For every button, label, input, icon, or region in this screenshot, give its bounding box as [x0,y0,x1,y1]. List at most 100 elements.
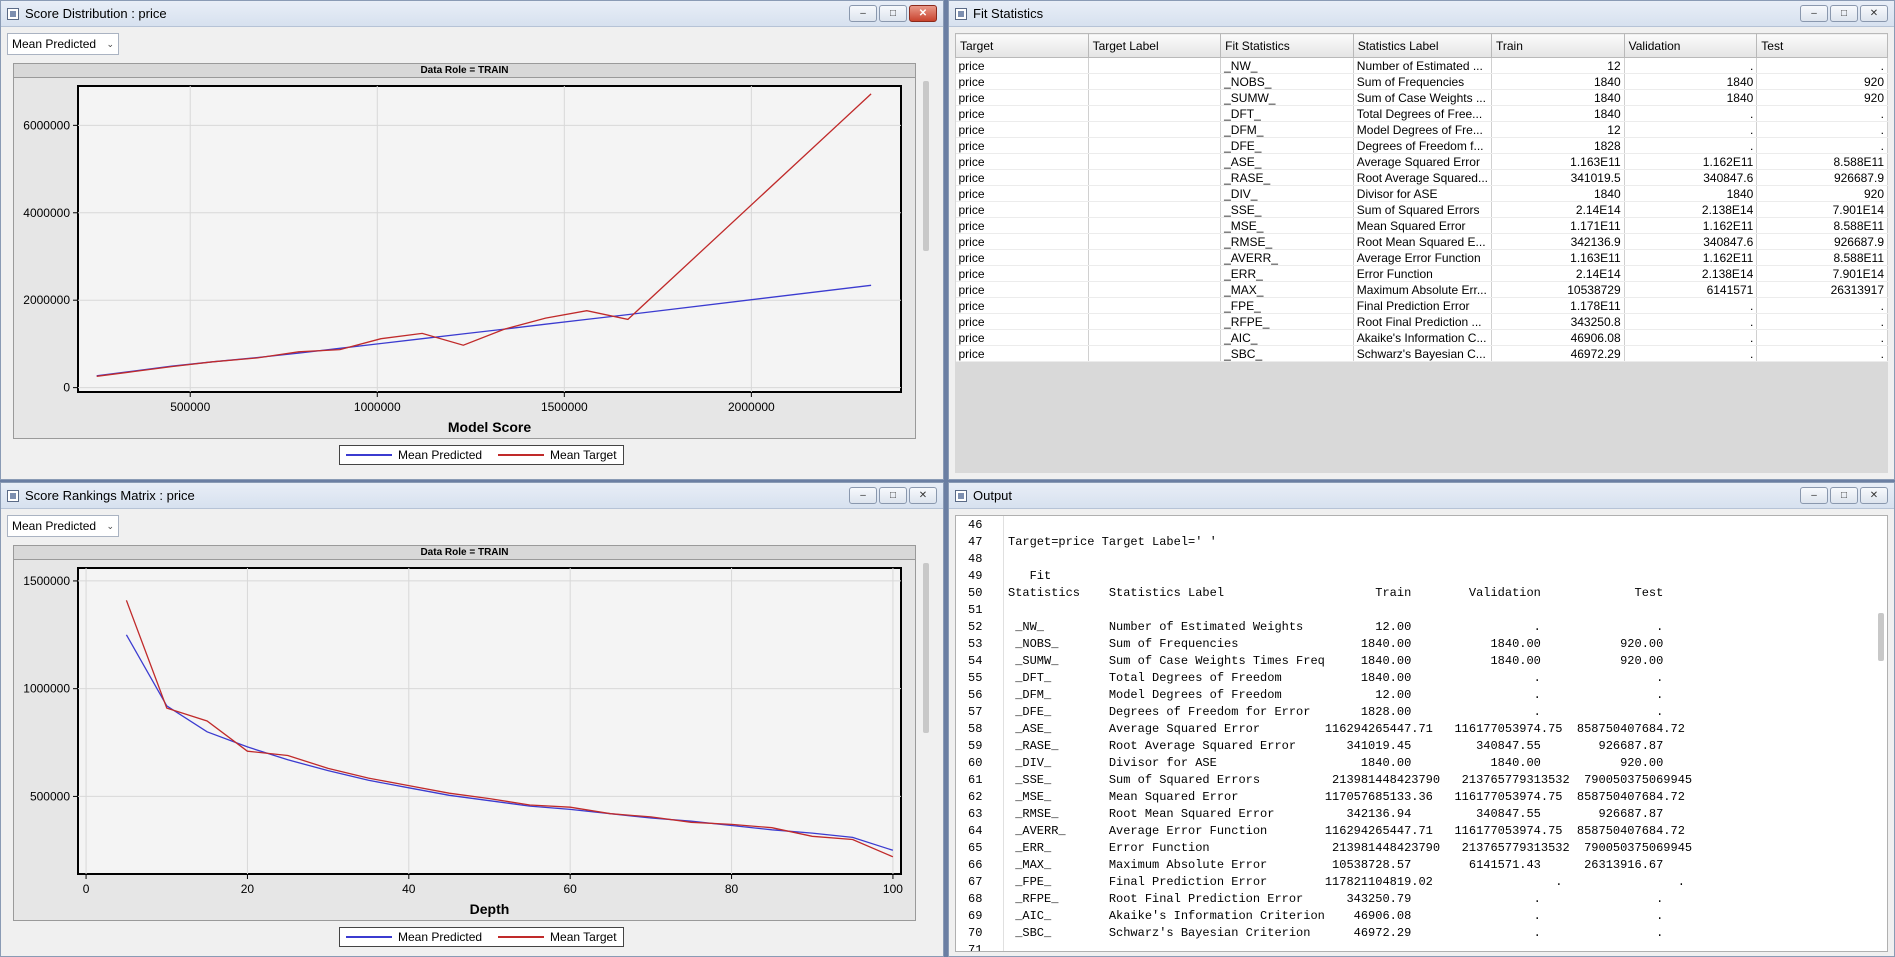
y-tick-label: 4000000 [23,206,70,220]
table-row[interactable]: price _SUMW_ Sum of Case Weights ... 1840 18… [955,89,1888,106]
table-row[interactable]: price _DIV_ Divisor for ASE 1840 1840 920 [955,185,1888,202]
column-header[interactable]: Fit Statistics [1220,33,1354,58]
column-header[interactable]: Target [955,33,1089,58]
table-cell: Root Mean Squared E... [1353,233,1492,250]
table-row[interactable]: price _RMSE_ Root Mean Squared E... 342136.… [955,233,1888,250]
table-cell: Degrees of Freedom f... [1353,137,1492,154]
x-tick-label: 1000000 [354,400,401,414]
table-cell: . [1756,137,1888,154]
table-row[interactable]: price _DFE_ Degrees of Freedom f... 1828.. [955,137,1888,154]
table-row[interactable]: price _SBC_ Schwarz's Bayesian C... 46972.2… [955,345,1888,362]
maximize-button[interactable]: □ [879,5,907,22]
table-cell: 1.171E11 [1491,217,1625,234]
table-row[interactable]: price _DFT_ Total Degrees of Free... 1840.. [955,105,1888,122]
table-cell [1088,137,1222,154]
column-header[interactable]: Target Label [1087,33,1222,58]
table-row[interactable]: price _ASE_ Average Squared Error 1.163E11 1… [955,153,1888,170]
table-cell: _RMSE_ [1220,233,1354,250]
score-rankings-window: Score Rankings Matrix : price – □ ✕ Mean… [0,482,944,957]
x-tick-label: 0 [83,882,90,896]
line-text: _MSE_ Mean Squared Error 117057685133.36… [1008,790,1685,804]
score-rankings-titlebar[interactable]: Score Rankings Matrix : price – □ ✕ [1,483,943,509]
table-cell: 1.163E11 [1491,249,1625,266]
line-text: _RASE_ Root Average Squared Error 341019… [1008,739,1664,753]
close-button[interactable]: ✕ [909,5,937,22]
y-tick-label: 2000000 [23,293,70,307]
table-cell: 926687.9 [1756,233,1888,250]
statistic-dropdown[interactable]: Mean Predicted ⌄ [7,33,119,55]
column-header[interactable]: Validation [1623,33,1758,58]
line-text: _SSE_ Sum of Squared Errors 213981448423… [1008,773,1693,787]
x-axis-label: Depth [470,901,510,917]
table-cell [1088,57,1222,74]
close-button[interactable]: ✕ [1860,487,1888,504]
table-row[interactable]: price _FPE_ Final Prediction Error 1.178E11… [955,297,1888,314]
table-cell: 1840 [1491,185,1625,202]
statistic-dropdown[interactable]: Mean Predicted ⌄ [7,515,119,537]
fit-statistics-grid[interactable]: Target Target Label Fit Statistics Statisti… [955,33,1888,473]
close-button[interactable]: ✕ [909,487,937,504]
series-line-mean-target [125,600,894,858]
minimize-button[interactable]: – [849,487,877,504]
table-cell: price [955,57,1089,74]
y-tick-label: 0 [63,381,70,395]
line-number: 58 [968,722,983,736]
table-cell: 920 [1756,185,1888,202]
score-distribution-titlebar[interactable]: Score Distribution : price – □ ✕ [1,1,943,27]
line-number: 63 [968,807,983,821]
maximize-button[interactable]: □ [1830,5,1858,22]
vertical-scrollbar[interactable] [923,81,929,251]
maximize-button[interactable]: □ [1830,487,1858,504]
table-row[interactable]: price _NW_ Number of Estimated ... 12.. [955,57,1888,74]
line-number: 55 [968,671,983,685]
close-button[interactable]: ✕ [1860,5,1888,22]
table-row[interactable]: price _AVERR_ Average Error Function 1.163E… [955,249,1888,266]
chart-legend: Mean Predicted Mean Target [339,445,624,465]
column-header[interactable]: Test [1756,33,1888,58]
y-tick-label: 6000000 [23,118,70,132]
minimize-button[interactable]: – [1800,5,1828,22]
table-cell: _DFM_ [1220,121,1354,138]
minimize-button[interactable]: – [1800,487,1828,504]
table-row[interactable]: price _RASE_ Root Average Squared... 341019… [955,169,1888,186]
table-row[interactable]: price _AIC_ Akaike's Information C... 46906… [955,329,1888,346]
table-cell: _DIV_ [1220,185,1354,202]
maximize-button[interactable]: □ [879,487,907,504]
vertical-scrollbar[interactable] [923,563,929,733]
line-number: 52 [968,620,983,634]
table-cell: . [1756,105,1888,122]
legend-item-mean-target: Mean Target [498,448,617,462]
output-text-area[interactable]: 46 47 Target=price Target Label=' ' 48 49 Fi… [955,515,1888,952]
line-number: 51 [968,603,983,617]
table-cell: Root Average Squared... [1353,169,1492,186]
plot-frame: Data Role = TRAIN 0 20 40 60 80 100 500000 1000… [13,545,916,921]
dropdown-value: Mean Predicted [12,37,97,51]
table-row[interactable]: price _NOBS_ Sum of Frequencies 1840 1840 920 [955,73,1888,90]
table-cell: Root Final Prediction ... [1353,313,1492,330]
table-row[interactable]: price _RFPE_ Root Final Prediction ... 3432… [955,313,1888,330]
minimize-button[interactable]: – [849,5,877,22]
line-number: 54 [968,654,983,668]
table-cell: 1840 [1624,89,1758,106]
column-header[interactable]: Train [1490,33,1625,58]
table-row[interactable]: price _SSE_ Sum of Squared Errors 2.14E14 2.… [955,201,1888,218]
column-header[interactable]: Statistics Label [1352,33,1492,58]
table-cell: _DFT_ [1220,105,1354,122]
table-cell: Average Squared Error [1353,153,1492,170]
fit-statistics-titlebar[interactable]: Fit Statistics – □ ✕ [949,1,1894,27]
table-cell: . [1624,137,1758,154]
line-number: 70 [968,926,983,940]
table-row[interactable]: price _MSE_ Mean Squared Error 1.171E11 1.16… [955,217,1888,234]
vertical-scrollbar[interactable] [1878,613,1884,661]
output-titlebar[interactable]: Output – □ ✕ [949,483,1894,509]
plot-frame: Data Role = TRAIN 500000 1000000 1500000 20… [13,63,916,439]
y-tick-label: 1000000 [23,682,70,696]
line-text: _RMSE_ Root Mean Squared Error 342136.94… [1008,807,1664,821]
dropdown-value: Mean Predicted [12,519,97,533]
table-cell: Divisor for ASE [1353,185,1492,202]
table-cell [1088,121,1222,138]
table-row[interactable]: price _ERR_ Error Function 2.14E14 2.138E14 7… [955,265,1888,282]
table-row[interactable]: price _MAX_ Maximum Absolute Err... 1053872… [955,281,1888,298]
table-cell [1088,233,1222,250]
table-row[interactable]: price _DFM_ Model Degrees of Fre... 12.. [955,121,1888,138]
